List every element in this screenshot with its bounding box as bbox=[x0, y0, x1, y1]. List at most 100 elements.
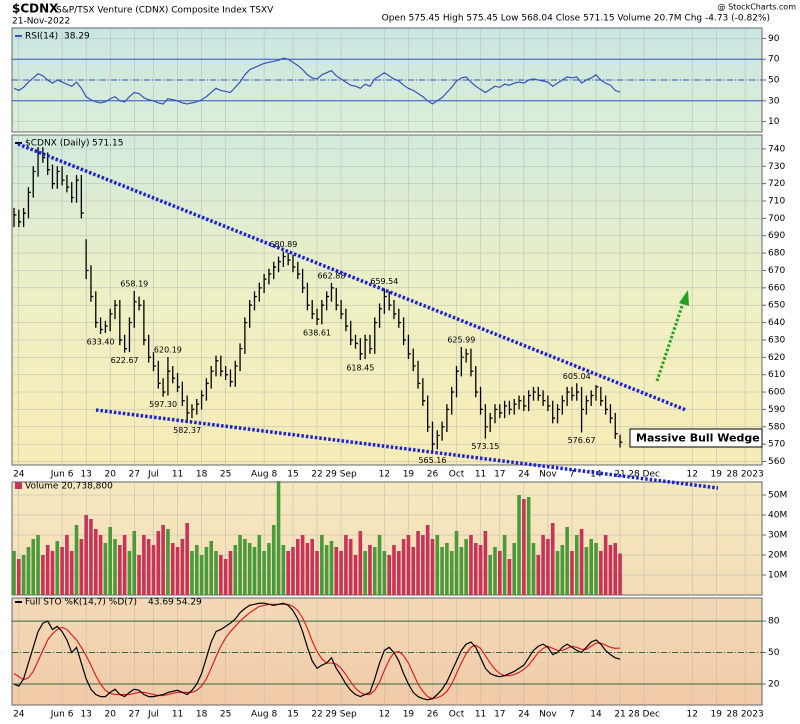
volume-bar bbox=[425, 525, 430, 595]
x-tick-label: 14 bbox=[590, 470, 602, 480]
volume-bar bbox=[603, 535, 608, 595]
x-tick-label: 11 bbox=[172, 470, 183, 480]
volume-bar bbox=[190, 551, 194, 595]
volume-bar bbox=[233, 545, 238, 595]
volume-bar bbox=[267, 543, 271, 595]
stoch-d-line bbox=[13, 603, 621, 700]
low-label: 565.16 bbox=[418, 456, 446, 465]
volume-bar bbox=[305, 543, 310, 595]
x-tick-label: 24 bbox=[13, 470, 25, 480]
x-tick-label: 21 bbox=[614, 710, 625, 720]
volume-bar bbox=[161, 525, 165, 595]
volume-bar bbox=[584, 547, 589, 595]
x-tick-label: 24 bbox=[518, 470, 530, 480]
y-tick-label: 70 bbox=[768, 55, 780, 65]
x-tick-label: 11 bbox=[475, 710, 486, 720]
volume-bar bbox=[146, 539, 151, 595]
volume-bar bbox=[247, 543, 252, 595]
stoch-d-value: 54.29 bbox=[176, 598, 202, 608]
x-tick-label: Jun 6 bbox=[50, 710, 74, 720]
volume-bar bbox=[469, 535, 473, 595]
volume-bar bbox=[271, 525, 276, 595]
volume-bar bbox=[180, 539, 185, 595]
volume-bar bbox=[329, 541, 334, 595]
x-tick-label: Jul bbox=[147, 710, 159, 720]
volume-bar bbox=[295, 539, 300, 595]
volume-bar bbox=[175, 547, 180, 595]
x-tick-label: 13 bbox=[80, 710, 91, 720]
index-name: S&P/TSX Venture (CDNX) Composite Index T… bbox=[56, 6, 274, 16]
volume-bar bbox=[574, 535, 579, 595]
volume-bar bbox=[113, 539, 117, 595]
y-tick-label: 730 bbox=[768, 162, 785, 172]
y-tick-label: 740 bbox=[768, 144, 785, 154]
volume-bar bbox=[478, 545, 483, 595]
low-label: 638.61 bbox=[303, 328, 331, 337]
volume-bar bbox=[209, 541, 214, 595]
volume-bar bbox=[387, 555, 391, 595]
y-tick-label: 710 bbox=[768, 197, 785, 207]
quote: Open 575.45 High 575.45 Low 568.04 Close… bbox=[382, 14, 770, 24]
volume-bar bbox=[238, 535, 242, 595]
legend-swatch bbox=[15, 482, 22, 489]
y-tick-label: 700 bbox=[768, 214, 785, 224]
volume-bar bbox=[286, 551, 290, 595]
volume-bar bbox=[464, 539, 468, 595]
x-tick-label: Jul bbox=[147, 470, 159, 480]
high-label: 658.19 bbox=[120, 279, 148, 288]
x-tick-label: 29 Sep bbox=[325, 710, 357, 720]
y-tick-label: 650 bbox=[768, 301, 785, 311]
x-tick-label: Nov bbox=[539, 710, 557, 720]
volume-bar bbox=[348, 539, 353, 595]
rsi-line bbox=[13, 57, 621, 105]
x-tick-label: 12 bbox=[379, 710, 390, 720]
y-tick-label: 560 bbox=[768, 457, 785, 467]
volume-bar bbox=[392, 545, 396, 595]
volume-bar bbox=[108, 527, 112, 595]
volume-bar bbox=[103, 543, 108, 595]
x-tick-label: 7 bbox=[569, 470, 575, 480]
x-tick-label: 18 bbox=[196, 470, 208, 480]
y-tick-label: 660 bbox=[768, 283, 785, 293]
wedge-lower bbox=[95, 408, 719, 490]
x-tick-label: 20 bbox=[104, 470, 116, 480]
x-tick-label: Aug 8 bbox=[251, 710, 277, 720]
breakout-arrow bbox=[655, 302, 685, 382]
volume-bar bbox=[334, 547, 339, 595]
volume-bar bbox=[358, 531, 363, 595]
x-tick-label: 24 bbox=[13, 710, 25, 720]
rsi-label: RSI(14) bbox=[25, 32, 58, 42]
volume-bar bbox=[579, 529, 584, 595]
volume-bar bbox=[291, 547, 295, 595]
volume-bar bbox=[219, 555, 223, 595]
y-tick-label: 570 bbox=[768, 440, 785, 450]
volume-bar bbox=[430, 539, 435, 595]
volume-bar bbox=[156, 531, 161, 595]
y-tick-label: 10M bbox=[768, 571, 787, 581]
x-tick-label: 15 bbox=[287, 470, 298, 480]
volume-bar bbox=[473, 543, 478, 595]
volume-bar bbox=[132, 531, 137, 595]
volume-bar bbox=[12, 551, 16, 595]
x-tick-label: 29 Sep bbox=[325, 470, 357, 480]
y-tick-label: 640 bbox=[768, 318, 785, 328]
y-tick-label: 50 bbox=[768, 76, 780, 86]
volume-bar bbox=[122, 535, 127, 595]
volume-bar bbox=[454, 531, 459, 595]
volume-bar bbox=[257, 535, 262, 595]
volume-bar bbox=[531, 543, 536, 595]
volume-bar bbox=[310, 539, 315, 595]
volume-bar bbox=[536, 555, 541, 595]
volume-bar bbox=[550, 523, 555, 595]
volume-bar bbox=[565, 527, 569, 595]
x-tick-label: 20 bbox=[104, 710, 116, 720]
volume-bar bbox=[93, 529, 98, 595]
low-label: 618.45 bbox=[346, 364, 374, 373]
volume-bar bbox=[339, 551, 343, 595]
rsi-value: 38.29 bbox=[64, 32, 90, 42]
x-tick-label: Oct bbox=[449, 710, 465, 720]
x-tick-label: Jun 6 bbox=[50, 470, 74, 480]
volume-bar bbox=[21, 555, 26, 595]
x-tick-label: Oct bbox=[449, 470, 465, 480]
